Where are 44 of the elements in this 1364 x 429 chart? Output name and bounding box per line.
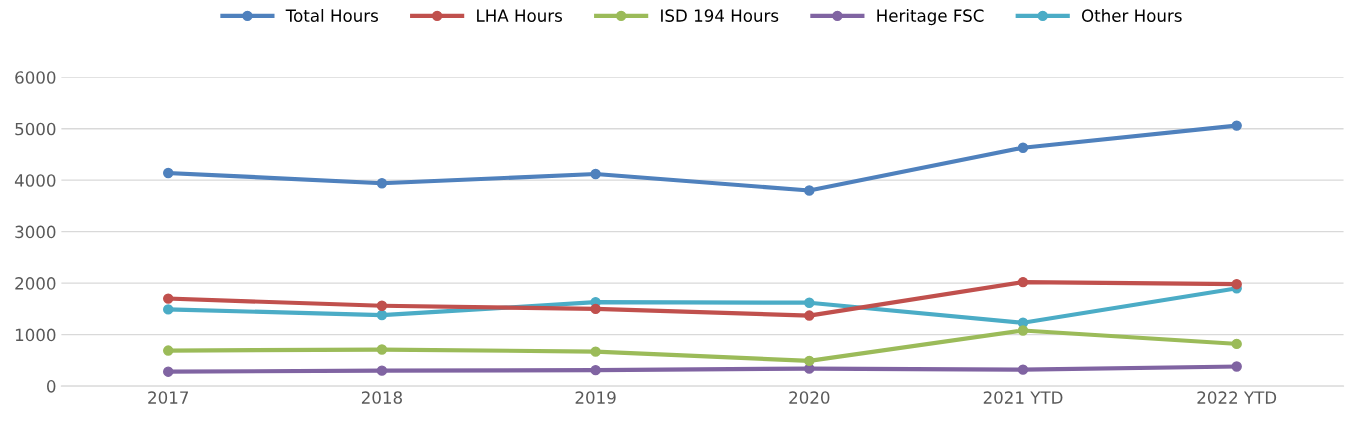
point <box>163 304 174 315</box>
point <box>590 346 601 357</box>
point <box>804 310 815 321</box>
point <box>1017 142 1029 153</box>
x-tick-label: 2017 <box>148 391 189 404</box>
legend-label: Heritage FSC <box>877 9 984 26</box>
point <box>376 344 388 355</box>
point <box>804 297 815 308</box>
y-tick-label: 2000 <box>15 277 56 290</box>
point <box>590 168 601 180</box>
x-tick-label: 2020 <box>789 391 830 404</box>
y-tick-label: 1000 <box>15 328 56 342</box>
point <box>376 178 388 189</box>
y-tick-label: 4000 <box>14 174 56 187</box>
point <box>1231 338 1242 350</box>
point <box>804 185 815 196</box>
point <box>1017 276 1029 288</box>
point <box>376 309 388 321</box>
legend-label: ISD 194 Hours <box>661 9 779 22</box>
point <box>163 293 174 304</box>
point <box>376 300 388 312</box>
y-tick-label: 6000 <box>15 71 56 84</box>
point <box>1231 361 1242 372</box>
point <box>804 355 815 367</box>
point <box>376 365 388 376</box>
point <box>1231 278 1242 290</box>
point <box>163 366 174 377</box>
y-tick-label: 0 <box>47 380 56 393</box>
x-tick-label: 2022 YTD <box>1197 391 1277 404</box>
x-tick-label: 2018 <box>361 391 402 404</box>
x-tick-label: 2019 <box>575 391 616 404</box>
point <box>590 303 601 315</box>
point <box>1017 325 1029 336</box>
y-tick-label: 5000 <box>15 122 56 136</box>
legend-label: Other Hours <box>1081 9 1182 22</box>
point <box>163 167 174 179</box>
point <box>590 364 601 376</box>
legend-label: LHA Hours <box>477 9 562 22</box>
point <box>163 345 174 356</box>
x-tick-label: 2021 YTD <box>983 391 1063 404</box>
y-tick-label: 3000 <box>15 225 56 239</box>
legend-label: Total Hours <box>285 9 378 22</box>
point <box>1017 364 1029 375</box>
point <box>1231 120 1242 131</box>
